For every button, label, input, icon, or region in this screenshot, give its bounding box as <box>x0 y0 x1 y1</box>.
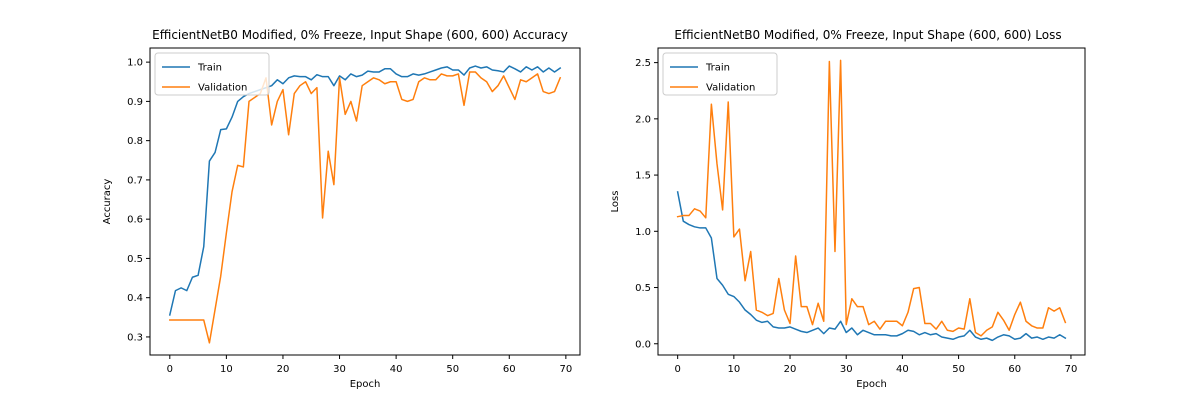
loss-y-tick-label: 0.0 <box>635 339 651 350</box>
accuracy-y-axis-label: Accuracy <box>102 179 113 225</box>
accuracy-y-tick-label: 0.4 <box>127 293 143 304</box>
accuracy-x-tick-label: 30 <box>333 364 346 375</box>
accuracy-y-tick-label: 0.6 <box>127 215 143 226</box>
accuracy-x-tick-label: 50 <box>446 364 459 375</box>
accuracy-y-tick-label: 0.7 <box>127 175 143 186</box>
accuracy-x-tick-label: 20 <box>277 364 290 375</box>
loss-y-tick-label: 1.0 <box>635 227 651 238</box>
accuracy-y-tick-label: 1.0 <box>127 58 143 69</box>
accuracy-y-tick-label: 0.3 <box>127 332 143 343</box>
accuracy-x-tick-label: 70 <box>559 364 572 375</box>
loss-x-tick-label: 10 <box>727 364 740 375</box>
loss-legend <box>662 52 778 96</box>
accuracy-x-tick-label: 60 <box>503 364 516 375</box>
accuracy-series-validation-line <box>169 71 562 344</box>
accuracy-y-tick-label: 0.9 <box>127 97 143 108</box>
loss-x-tick-label: 0 <box>674 364 680 375</box>
accuracy-legend-label-validation: Validation <box>198 83 247 94</box>
loss-x-axis-label: Epoch <box>856 379 887 390</box>
loss-x-tick-label: 40 <box>896 364 909 375</box>
accuracy-series-train-line <box>168 65 562 316</box>
loss-x-tick-label: 30 <box>840 364 853 375</box>
accuracy-x-tick-label: 0 <box>167 364 173 375</box>
accuracy-axes-frame <box>149 47 581 356</box>
accuracy-legend-label-train: Train <box>197 63 222 74</box>
accuracy-chart-title: EfficientNetB0 Modified, 0% Freeze, Inpu… <box>152 28 568 42</box>
loss-y-tick-label: 0.5 <box>635 283 651 294</box>
loss-legend-label-validation: Validation <box>706 83 755 94</box>
loss-axes-frame <box>657 47 1086 356</box>
accuracy-y-tick-label: 0.8 <box>127 136 143 147</box>
loss-series-validation-line <box>676 59 1067 337</box>
accuracy-y-tick-label: 0.5 <box>127 254 143 265</box>
loss-chart-title: EfficientNetB0 Modified, 0% Freeze, Inpu… <box>674 28 1061 42</box>
loss-y-axis-label: Loss <box>610 191 621 213</box>
accuracy-legend <box>154 52 270 96</box>
loss-x-tick-label: 20 <box>784 364 797 375</box>
accuracy-x-tick-label: 40 <box>390 364 403 375</box>
loss-legend-label-train: Train <box>705 63 730 74</box>
loss-x-tick-label: 50 <box>952 364 965 375</box>
loss-y-tick-label: 2.5 <box>635 58 651 69</box>
accuracy-x-axis-label: Epoch <box>350 379 381 390</box>
accuracy-chart: 0 10 20 30 40 50 60 70 0.3 0.4 0.5 0.6 0.7 0.8 0.9 1.0 E… <box>102 28 581 390</box>
loss-series-train-line <box>676 191 1067 342</box>
loss-y-tick-label: 2.0 <box>635 114 651 125</box>
loss-x-tick-label: 70 <box>1065 364 1078 375</box>
accuracy-x-tick-label: 10 <box>220 364 233 375</box>
loss-y-tick-label: 1.5 <box>635 171 651 182</box>
loss-x-tick-label: 60 <box>1008 364 1021 375</box>
loss-chart: 0 10 20 30 40 50 60 70 0.0 0.5 1.0 1.5 2.0 2.5 Epoch Lo… <box>610 28 1086 390</box>
